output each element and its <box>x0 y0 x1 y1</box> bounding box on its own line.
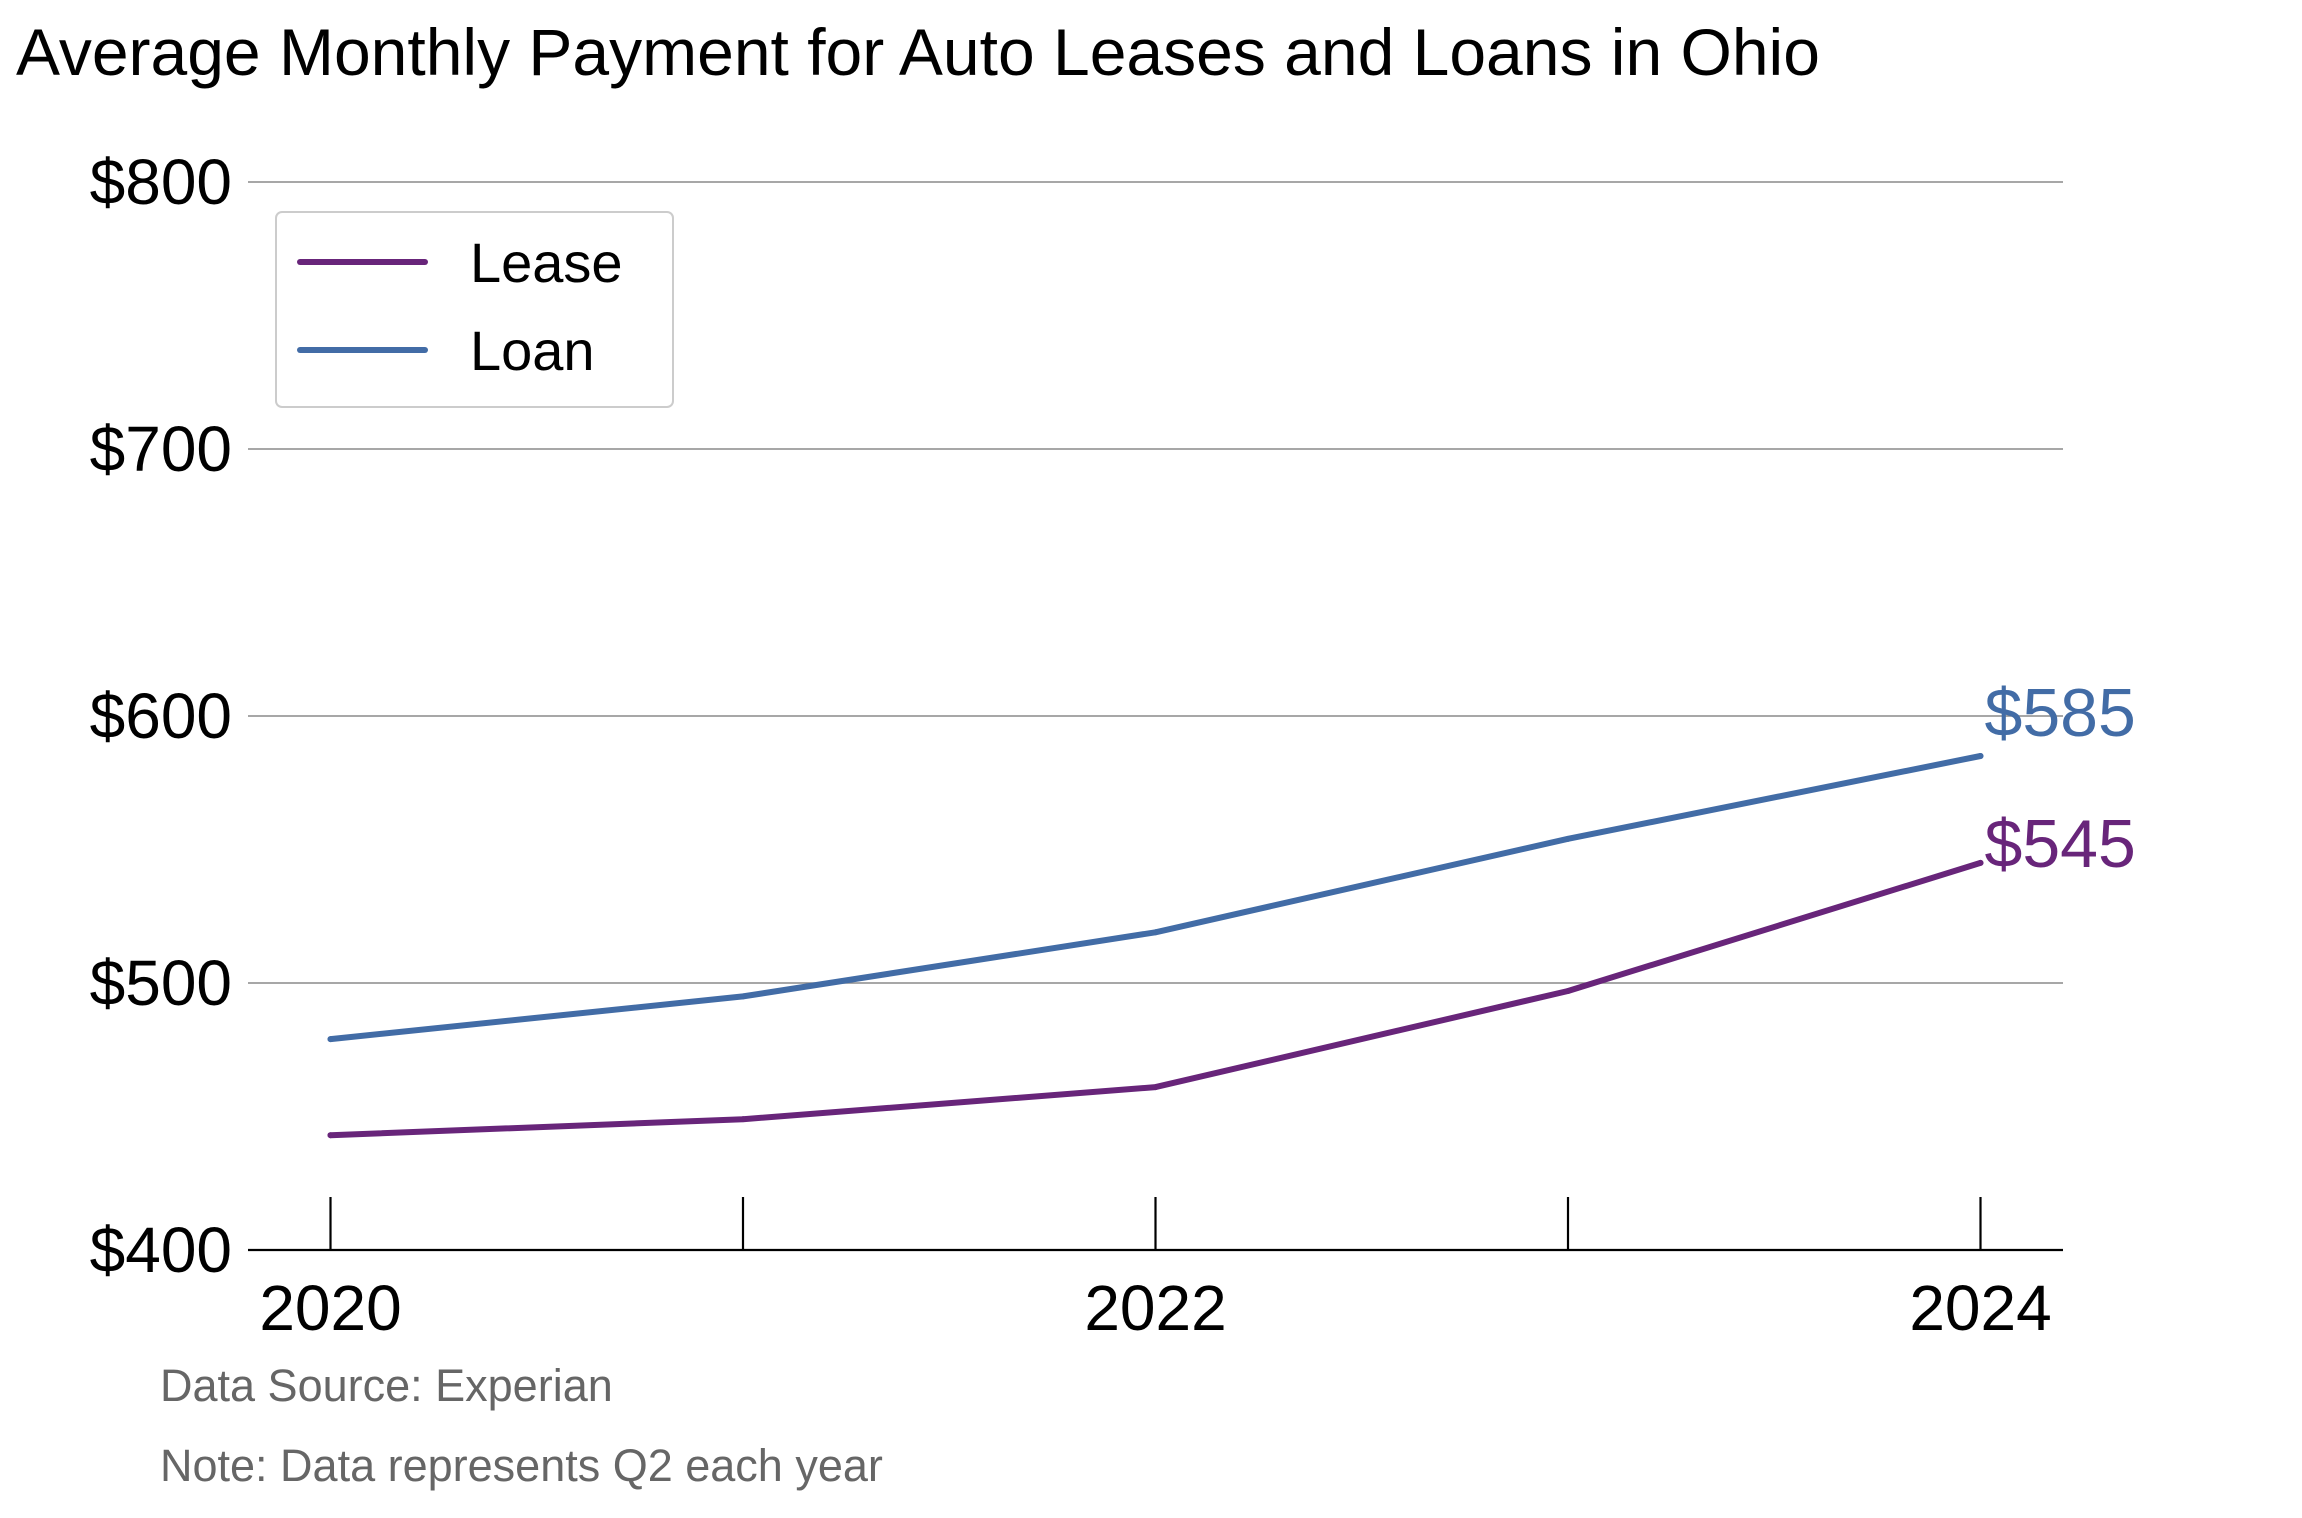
data-point-loan <box>1152 929 1159 936</box>
chart-title: Average Monthly Payment for Auto Leases … <box>16 15 1820 89</box>
gridlines <box>248 181 2063 984</box>
data-point-lease <box>327 1132 334 1139</box>
y-tick-label: $600 <box>90 680 232 752</box>
x-tick-label: 2022 <box>1084 1272 1226 1344</box>
data-point-loan <box>1565 835 1571 842</box>
end-label-lease: $545 <box>1985 806 2136 882</box>
series-line-lease <box>327 859 1984 1139</box>
data-point-lease <box>1152 1084 1159 1091</box>
series-lines <box>327 753 1984 1139</box>
legend-label-loan: Loan <box>470 319 595 382</box>
data-point-lease <box>1977 859 1984 866</box>
data-point-loan <box>1977 753 1984 760</box>
end-label-loan: $585 <box>1985 675 2136 751</box>
legend-label-lease: Lease <box>470 231 623 294</box>
data-point-loan <box>327 1036 334 1043</box>
data-point-lease <box>1565 988 1571 995</box>
y-tick-label: $500 <box>90 947 232 1019</box>
data-point-lease <box>740 1116 746 1123</box>
legend: Lease Loan <box>275 211 674 408</box>
data-point-loan <box>740 993 746 1000</box>
y-tick-label: $400 <box>90 1214 232 1286</box>
axes: $400 $500 $600 $700 $800 2020 2022 2024 <box>90 146 2063 1344</box>
x-tick-label: 2020 <box>259 1272 401 1344</box>
end-labels: $545 $585 <box>1985 675 2136 882</box>
x-tick-label: 2024 <box>1909 1272 2051 1344</box>
y-tick-label: $800 <box>90 146 232 218</box>
data-source-note: Data Source: Experian <box>160 1360 613 1411</box>
y-tick-label: $700 <box>90 413 232 485</box>
data-note: Note: Data represents Q2 each year <box>160 1440 883 1491</box>
series-line-loan <box>327 753 1984 1043</box>
